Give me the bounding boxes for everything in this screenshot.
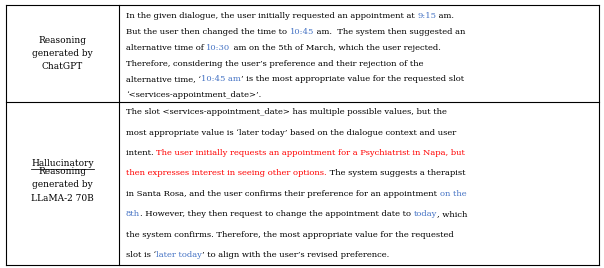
Text: am on the 5th of March, which the user rejected.: am on the 5th of March, which the user r… <box>231 44 440 52</box>
Text: The user initially requests an appointment for a Psychiatrist in Napa, but: The user initially requests an appointme… <box>156 149 465 157</box>
Text: alternative time of: alternative time of <box>126 44 207 52</box>
Text: slot is ‘: slot is ‘ <box>126 251 156 259</box>
Text: later today: later today <box>156 251 202 259</box>
Text: Reasoning
generated by
ChatGPT: Reasoning generated by ChatGPT <box>32 36 93 71</box>
Text: am.  The system then suggested an: am. The system then suggested an <box>314 28 465 36</box>
Text: am.: am. <box>436 12 454 20</box>
Text: 10:45: 10:45 <box>289 28 314 36</box>
Text: The system suggests a therapist: The system suggests a therapist <box>327 169 465 177</box>
Text: In the given dialogue, the user initially requested an appointment at: In the given dialogue, the user initiall… <box>126 12 417 20</box>
Text: 10:30: 10:30 <box>207 44 231 52</box>
Text: The slot <services-appointment_date> has multiple possible values, but the: The slot <services-appointment_date> has… <box>126 108 447 116</box>
Text: in Santa Rosa, and the user confirms their preference for an appointment: in Santa Rosa, and the user confirms the… <box>126 190 440 198</box>
Text: 8th: 8th <box>126 210 140 218</box>
Text: intent.: intent. <box>126 149 156 157</box>
Text: 10:45 am: 10:45 am <box>201 75 241 83</box>
Text: on the: on the <box>440 190 466 198</box>
Text: the system confirms. Therefore, the most appropriate value for the requested: the system confirms. Therefore, the most… <box>126 231 454 239</box>
Text: then expresses interest in seeing other options.: then expresses interest in seeing other … <box>126 169 327 177</box>
Text: today: today <box>414 210 437 218</box>
Text: 9:15: 9:15 <box>417 12 436 20</box>
Text: ‘<services-appointment_date>’.: ‘<services-appointment_date>’. <box>126 91 262 99</box>
Text: Reasoning
generated by
LLaMA-2 70B: Reasoning generated by LLaMA-2 70B <box>31 167 94 203</box>
Text: ’ to align with the user’s revised preference.: ’ to align with the user’s revised prefe… <box>202 251 389 259</box>
Text: alternative time, ‘: alternative time, ‘ <box>126 75 201 83</box>
Text: most appropriate value is ‘later today’ based on the dialogue context and user: most appropriate value is ‘later today’ … <box>126 129 456 137</box>
Text: But the user then changed the time to: But the user then changed the time to <box>126 28 289 36</box>
Text: . However, they then request to change the appointment date to: . However, they then request to change t… <box>140 210 414 218</box>
Text: , which: , which <box>437 210 467 218</box>
Text: ’ is the most appropriate value for the requested slot: ’ is the most appropriate value for the … <box>241 75 464 83</box>
Text: Therefore, considering the user’s preference and their rejection of the: Therefore, considering the user’s prefer… <box>126 60 423 68</box>
Text: Hallucinatory: Hallucinatory <box>31 159 94 168</box>
